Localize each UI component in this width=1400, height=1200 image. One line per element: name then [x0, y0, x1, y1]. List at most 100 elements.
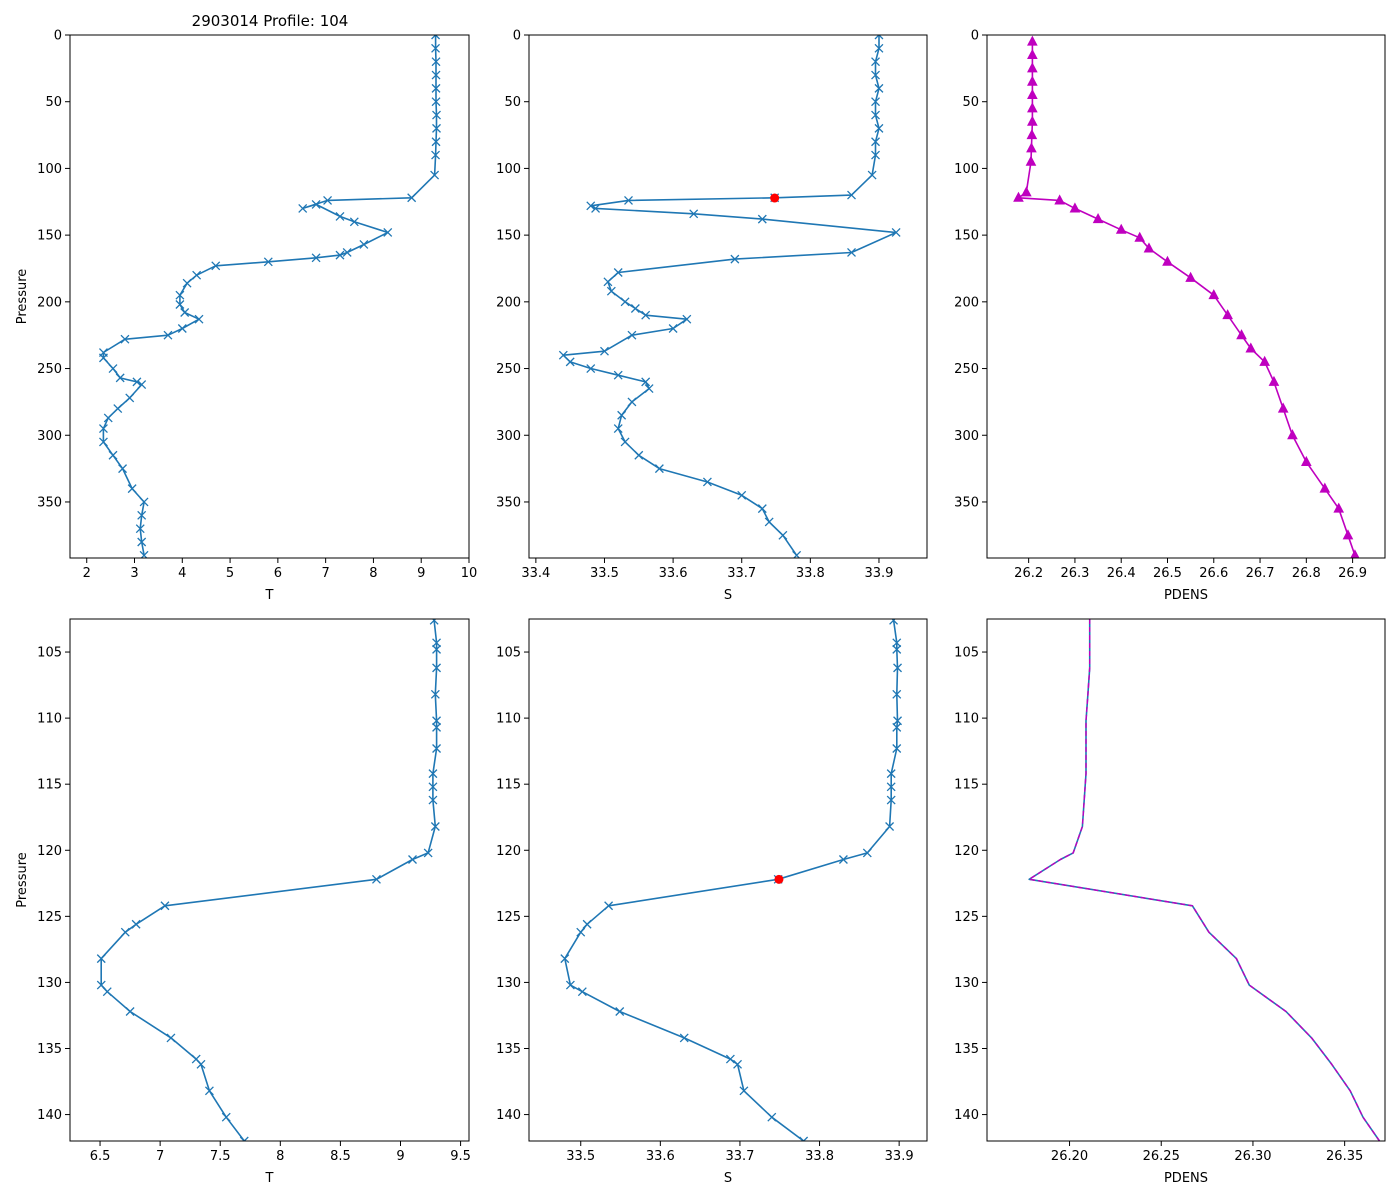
data-point-x-marker	[430, 689, 440, 699]
data-point-x-marker	[889, 619, 899, 625]
data-point-x-marker	[892, 722, 902, 732]
y-tick-label: 350	[954, 495, 979, 510]
data-point-triangle-marker	[1092, 213, 1104, 224]
data-point-x-marker	[613, 370, 623, 380]
data-point-x-marker	[431, 137, 441, 147]
data-point-x-marker	[204, 1086, 214, 1096]
data-point-x-marker	[175, 300, 185, 309]
x-tick-label: 26.5	[1153, 566, 1182, 581]
x-tick-label: 26.2	[1014, 566, 1043, 581]
data-point-x-marker	[627, 397, 637, 407]
x-tick-label: 33.5	[590, 566, 619, 581]
data-point-triangle-marker	[1027, 48, 1038, 60]
data-point-x-marker	[892, 744, 902, 753]
data-point-x-marker	[739, 1086, 749, 1096]
plot-area	[96, 619, 442, 1141]
data-point-x-marker	[428, 782, 438, 792]
data-point-triangle-marker	[1027, 115, 1038, 126]
data-point-x-marker	[586, 364, 596, 374]
data-point-x-marker	[221, 1112, 231, 1122]
y-tick-label: 50	[45, 95, 62, 110]
y-tick-label: 150	[496, 229, 521, 244]
data-point-x-marker	[239, 1136, 249, 1141]
data-point-x-marker	[624, 195, 633, 205]
y-tick-label: 110	[496, 712, 521, 727]
series-line-t	[102, 35, 438, 556]
data-point-x-marker	[582, 919, 592, 929]
x-tick-label: 8	[276, 1149, 284, 1164]
data-point-x-marker	[431, 43, 441, 53]
data-point-triangle-marker	[1342, 529, 1354, 540]
y-tick-label: 0	[971, 29, 979, 44]
data-point-x-marker	[886, 769, 896, 779]
data-point-x-marker	[576, 927, 586, 937]
data-point-x-marker	[180, 308, 190, 317]
data-point-x-marker	[137, 537, 147, 547]
data-point-x-marker	[577, 987, 587, 997]
data-point-x-marker	[311, 253, 321, 263]
data-point-x-marker	[423, 848, 433, 858]
chart-top-salinity: 33.4 33.5 33.6 33.7 33.8 33.9 0 50 100 150 200 250 3…	[496, 29, 928, 603]
data-point-triangle-marker	[1143, 242, 1155, 253]
data-point-triangle-marker	[1222, 309, 1233, 320]
data-point-x-marker	[874, 83, 884, 93]
data-point-x-marker	[733, 1059, 743, 1069]
data-point-x-marker	[737, 490, 747, 500]
y-tick-label: 130	[37, 976, 62, 991]
x-axis-label: T	[265, 1171, 274, 1186]
data-point-x-marker	[372, 874, 381, 884]
x-tick-label: 33.6	[646, 1149, 675, 1164]
x-tick-label: 33.7	[725, 1149, 754, 1164]
y-tick-label: 135	[496, 1042, 521, 1057]
data-point-x-marker	[113, 404, 123, 414]
data-point-x-marker	[429, 619, 439, 625]
x-tick-label: 26.8	[1292, 566, 1321, 581]
data-point-x-marker	[679, 1033, 689, 1043]
x-tick-label: 26.9	[1338, 566, 1367, 581]
data-point-x-marker	[431, 57, 441, 67]
data-point-x-marker	[847, 248, 856, 257]
figure-title: 2903014 Profile: 104	[192, 12, 349, 30]
data-point-triangle-marker	[1027, 88, 1038, 100]
data-point-x-marker	[166, 1033, 176, 1043]
y-tick-label: 50	[504, 95, 521, 110]
data-point-x-marker	[641, 310, 651, 320]
data-point-triangle-marker	[1026, 128, 1038, 140]
plot-area	[98, 35, 441, 558]
x-tick-label: 5	[226, 566, 234, 581]
axes-frame	[69, 618, 470, 1142]
data-point-triangle-marker	[1236, 329, 1247, 340]
data-point-x-marker	[192, 270, 202, 280]
y-tick-label: 300	[954, 429, 979, 444]
data-point-triangle-marker	[1026, 142, 1037, 153]
x-tick-label: 33.5	[566, 1149, 595, 1164]
series-line-pdens	[1028, 619, 1381, 1141]
data-point-x-marker	[108, 450, 118, 460]
data-point-x-marker	[606, 286, 616, 296]
y-tick-label: 125	[954, 910, 979, 925]
data-point-x-marker	[620, 437, 630, 447]
data-point-x-marker	[604, 901, 614, 911]
y-tick-label: 200	[37, 295, 62, 310]
chart-bottom-temperature: 6.5 7 7.5 8 8.5 9 9.5 105 110 115 120 125 130 135 140 T…	[15, 618, 471, 1186]
axes-frame	[528, 34, 928, 559]
y-tick-label: 250	[954, 362, 979, 377]
data-point-x-marker	[211, 261, 221, 271]
data-point-x-marker	[600, 346, 609, 356]
data-point-x-marker	[892, 689, 902, 699]
data-point-x-marker	[383, 227, 393, 237]
data-point-x-marker	[603, 277, 613, 287]
data-point-triangle-marker	[1027, 62, 1038, 73]
data-point-x-marker	[892, 644, 902, 654]
data-point-x-marker	[871, 150, 880, 160]
data-point-x-marker	[432, 644, 442, 654]
data-point-x-marker	[838, 855, 848, 864]
data-point-x-marker	[407, 193, 417, 203]
y-tick-label: 250	[496, 362, 521, 377]
data-point-x-marker	[428, 795, 438, 805]
x-tick-label: 33.8	[805, 1149, 834, 1164]
x-tick-label: 7	[322, 566, 330, 581]
data-point-x-marker	[96, 954, 106, 964]
data-point-x-marker	[120, 334, 130, 344]
